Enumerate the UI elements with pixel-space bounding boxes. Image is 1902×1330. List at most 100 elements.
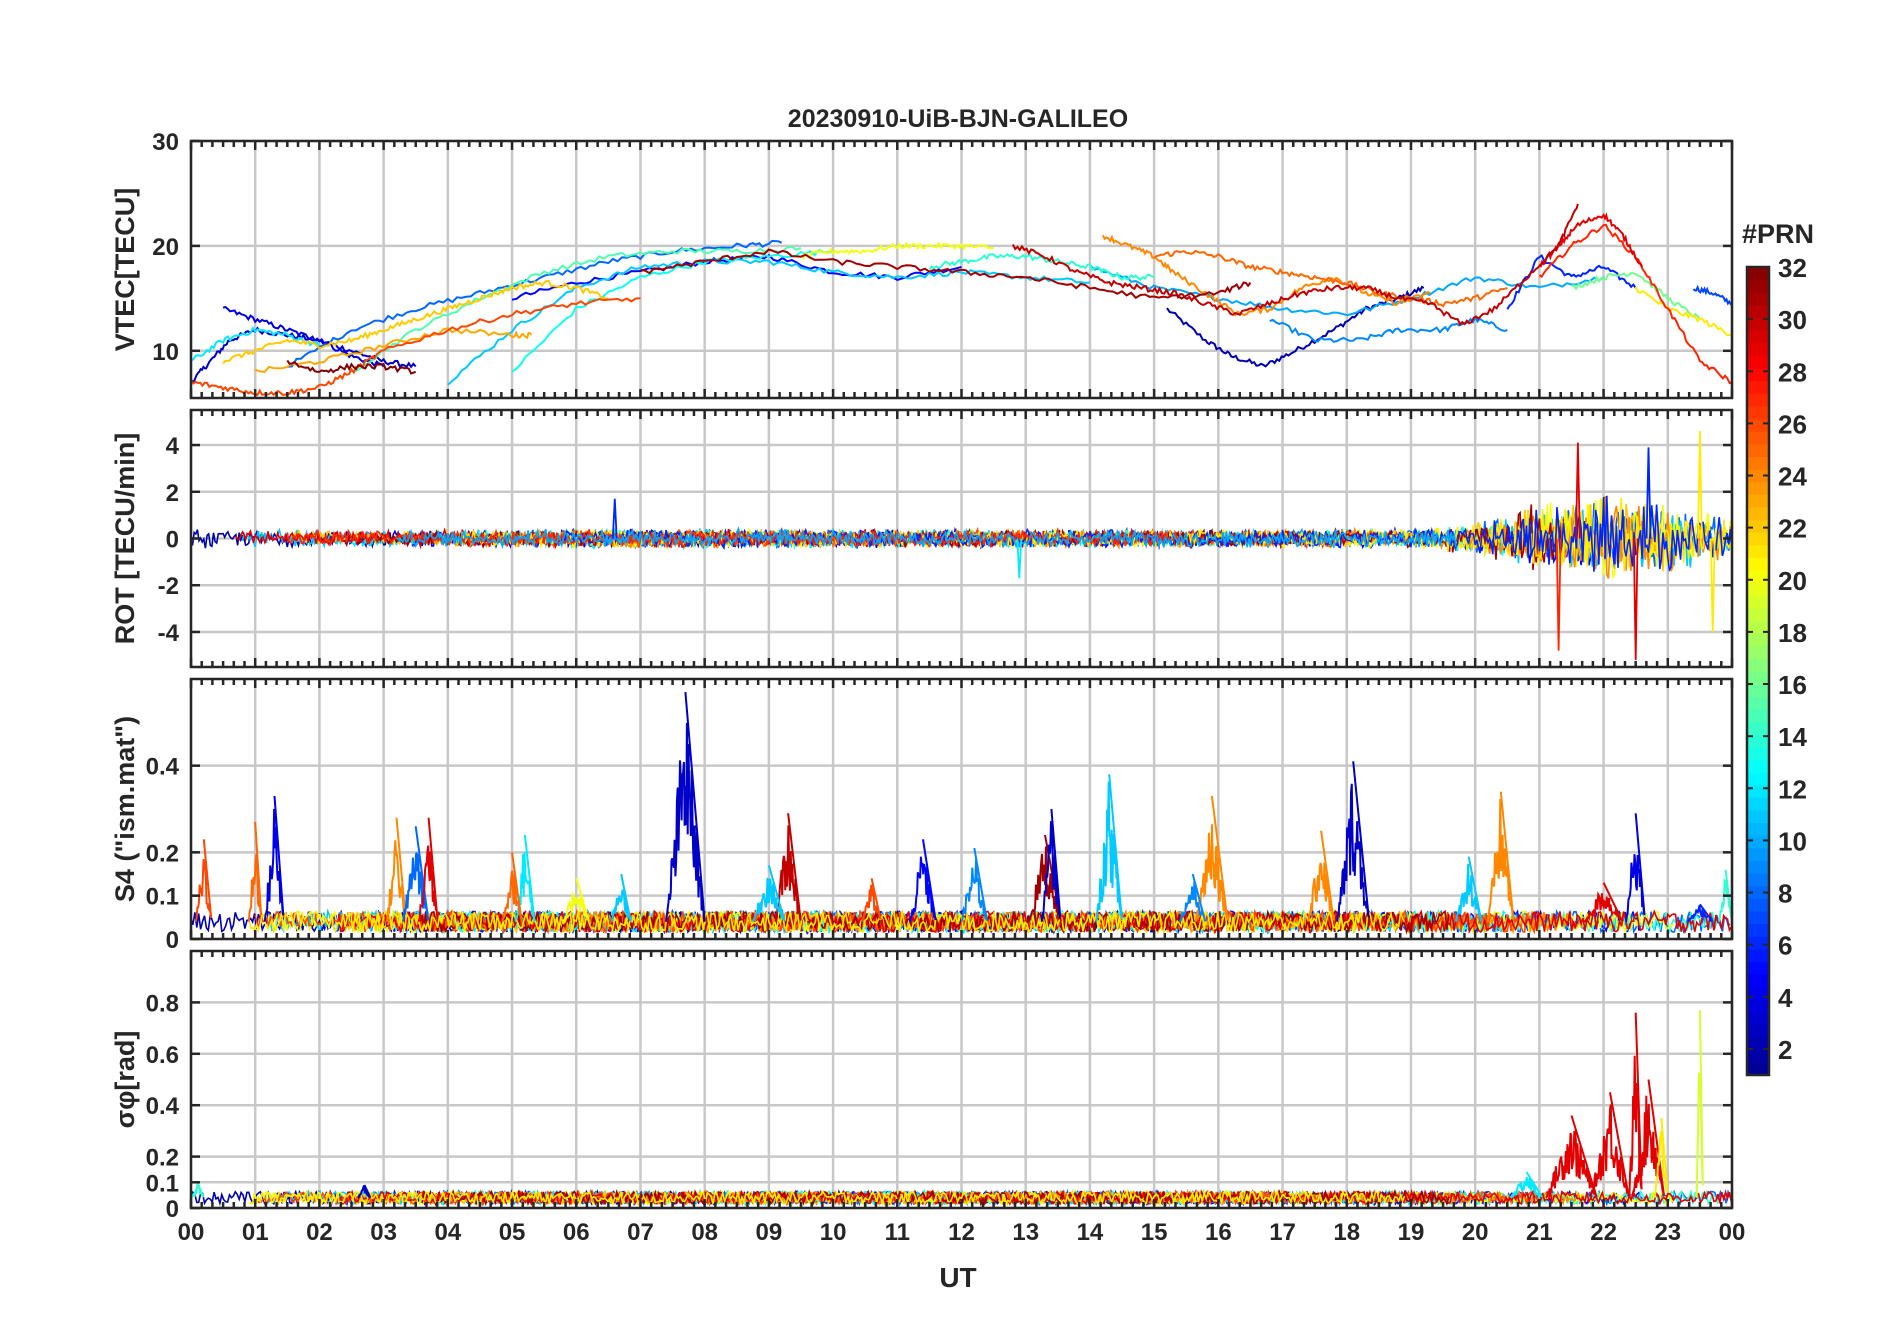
colorbar-band xyxy=(1747,1011,1769,1026)
colorbar-tick-label: 20 xyxy=(1778,566,1807,596)
series-line-prn-24 xyxy=(1101,234,1431,317)
y-tick-label: 0.8 xyxy=(146,990,179,1017)
series-group xyxy=(191,430,1732,661)
y-tick-label: 0.2 xyxy=(146,840,179,867)
burst-prn-29 xyxy=(1628,1012,1643,1198)
colorbar-band xyxy=(1747,494,1769,508)
colorbar-band xyxy=(1747,393,1769,407)
burst-prn-24 xyxy=(385,817,407,922)
x-tick-label: 23 xyxy=(1654,1219,1681,1246)
burst-prn-25 xyxy=(247,821,263,922)
colorbar-band xyxy=(1747,873,1769,887)
colorbar-band xyxy=(1747,595,1769,609)
x-tick-label: 21 xyxy=(1526,1219,1553,1246)
colorbar-tick-label: 30 xyxy=(1778,305,1807,335)
series-line-prn-31 xyxy=(344,504,1566,570)
x-tick-label: 01 xyxy=(242,1219,269,1246)
x-tick-label: 12 xyxy=(948,1219,975,1246)
colorbar-band xyxy=(1747,544,1769,558)
x-tick-label: 16 xyxy=(1205,1219,1232,1246)
y-tick-label: 30 xyxy=(152,129,179,156)
colorbar-band xyxy=(1747,721,1769,735)
y-tick-label: 0.4 xyxy=(146,754,180,781)
series-line-prn-30 xyxy=(1012,203,1579,326)
axes-box: -4 -2 0 2 4 xyxy=(158,408,1734,669)
burst-prn-3 xyxy=(1040,808,1062,922)
colorbar-band xyxy=(1747,380,1769,394)
colorbar-band xyxy=(1747,822,1769,836)
colorbar-band xyxy=(1747,633,1769,647)
colorbar-band xyxy=(1747,355,1769,369)
y-tick-label: 0.2 xyxy=(146,1145,179,1172)
colorbar-band xyxy=(1747,860,1769,874)
colorbar-band xyxy=(1747,607,1769,622)
colorbar-band xyxy=(1747,923,1769,937)
x-tick-label: 17 xyxy=(1269,1219,1296,1246)
colorbar-band xyxy=(1747,304,1769,319)
burst-prn-24 xyxy=(1487,791,1515,922)
colorbar-tick-label: 14 xyxy=(1778,722,1807,752)
y-tick-label: -4 xyxy=(158,620,180,647)
y-tick-label: 0 xyxy=(166,927,179,954)
series-line-prn-25 xyxy=(1153,249,1508,308)
burst-prn-14 xyxy=(1718,869,1732,922)
peak-prn-21 xyxy=(1709,538,1716,633)
colorbar-band xyxy=(1747,961,1769,975)
grid xyxy=(189,951,1734,1210)
colorbar-band xyxy=(1747,481,1769,495)
colorbar-band xyxy=(1747,759,1769,773)
colorbar-band xyxy=(1747,1049,1769,1063)
burst-prn-30 xyxy=(774,813,802,922)
colorbar-band xyxy=(1747,910,1769,925)
colorbar-band xyxy=(1747,267,1769,281)
colorbar-band xyxy=(1747,658,1769,672)
y-tick-label: 0.1 xyxy=(146,884,179,911)
burst-prn-19 xyxy=(1695,1010,1704,1198)
colorbar-tick-label: 4 xyxy=(1778,983,1793,1013)
colorbar-band xyxy=(1747,948,1769,962)
burst-prn-4 xyxy=(1625,813,1646,922)
colorbar-band xyxy=(1747,809,1769,824)
burst-prn-4 xyxy=(263,795,285,922)
burst-prn-29 xyxy=(1583,882,1623,923)
colorbar-band xyxy=(1747,582,1769,596)
x-tick-label: 06 xyxy=(563,1219,590,1246)
burst-prn-26 xyxy=(194,839,213,922)
colorbar-band xyxy=(1747,456,1769,470)
colorbar-band xyxy=(1747,708,1769,723)
series-line-prn-11 xyxy=(447,258,1090,386)
x-tick-label: 09 xyxy=(756,1219,783,1246)
series-line-prn-16 xyxy=(1571,271,1701,320)
series-line-prn-32 xyxy=(286,359,417,375)
x-tick-label: 11 xyxy=(885,1219,910,1246)
y-tick-label: 20 xyxy=(152,234,179,261)
colorbar-frame xyxy=(1745,265,1771,1077)
series-line-prn-12 xyxy=(191,326,321,362)
colorbar-band xyxy=(1747,683,1769,697)
colorbar-tick-label: 26 xyxy=(1778,409,1807,439)
y-tick-label: 0.6 xyxy=(146,1042,179,1069)
burst-prn-29 xyxy=(1589,1092,1630,1198)
colorbar-band xyxy=(1747,279,1769,293)
colorbar-band xyxy=(1747,835,1769,849)
burst-prn-26 xyxy=(861,878,882,922)
series-line-prn-31 xyxy=(640,248,1252,300)
burst-prn-14 xyxy=(191,1181,205,1199)
peak-prn-27 xyxy=(1555,538,1562,651)
y-axis-label: σφ[rad] xyxy=(110,1031,140,1129)
colorbar-band xyxy=(1747,405,1769,420)
colorbar-band xyxy=(1747,519,1769,533)
panel-vtec: 10 20 30 VTEC[TECU] xyxy=(110,129,1734,400)
colorbar-band xyxy=(1747,885,1769,899)
colorbar-band xyxy=(1747,974,1769,988)
series-line-prn-7 xyxy=(1692,284,1732,306)
panel-sigma_phi: 00.10.2 0.4 0.6 0.8σφ[rad] xyxy=(110,949,1734,1223)
colorbar-band xyxy=(1747,469,1769,483)
y-axis-label: ROT [TECU/min] xyxy=(110,433,140,644)
x-tick-label: 03 xyxy=(370,1219,397,1246)
panel-s4: 0 0.1 0.2 0.4S4 ("ism.mat") xyxy=(110,677,1734,954)
burst-prn-6 xyxy=(1686,903,1714,923)
colorbar-tick-label: 22 xyxy=(1778,514,1807,544)
